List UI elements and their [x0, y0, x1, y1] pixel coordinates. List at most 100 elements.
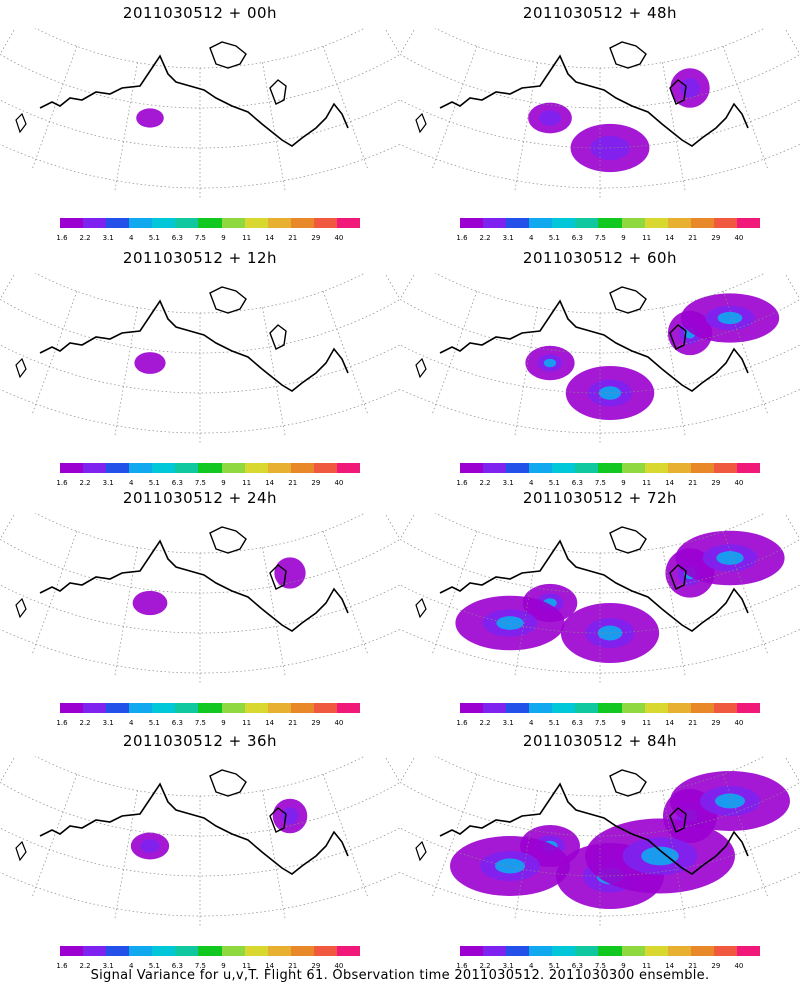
colorbar-swatch [129, 463, 153, 473]
coastline-island [15, 357, 27, 379]
colorbar-swatch [713, 463, 737, 473]
colorbar-swatch [106, 703, 130, 713]
colorbar-tick-label: 2.2 [79, 962, 91, 970]
longitude-line [432, 46, 478, 169]
colorbar-tick-label: 21 [288, 479, 298, 487]
colorbar-swatch [506, 703, 530, 713]
colorbar-tick-label: 11 [242, 479, 252, 487]
colorbar-tick-label: 1.6 [456, 962, 468, 970]
colorbar-swatch [336, 218, 361, 228]
colorbar [60, 463, 361, 473]
panel-title: 2011030512 + 72h [522, 489, 678, 507]
coastline-island [669, 807, 687, 833]
colorbar-tick-label: 29 [311, 479, 321, 487]
longitude-line [0, 513, 16, 541]
colorbar-tick-label: 5.1 [548, 479, 560, 487]
colorbar-tick-label: 11 [242, 234, 252, 242]
coastline [439, 54, 749, 147]
panel-12h: 2011030512 + 12h 1.6 2.2 3.1 4 5.1 6.3 7.5 9 11 1… [0, 245, 400, 490]
colorbar-swatch [736, 463, 761, 473]
colorbar-swatch [598, 218, 622, 228]
colorbar-tick-label: 4 [528, 962, 534, 970]
colorbar-swatch [290, 946, 314, 956]
colorbar-tick-label: 40 [334, 719, 344, 727]
colorbar-tick-label: 1.6 [56, 479, 68, 487]
colorbar-swatch [552, 703, 576, 713]
colorbar-swatch [313, 463, 337, 473]
colorbar-tick-label: 5.1 [548, 719, 560, 727]
colorbar-swatch [152, 463, 176, 473]
coastline-island [269, 807, 287, 833]
colorbar-swatch [713, 946, 737, 956]
longitude-line [114, 307, 138, 436]
colorbar-swatch [106, 946, 130, 956]
colorbar-tick-label: 29 [311, 962, 321, 970]
colorbar-tick-label: 1.6 [456, 719, 468, 727]
colorbar-ticks: 1.6 2.2 3.1 4 5.1 6.3 7.5 9 11 14 21 29 40 [456, 234, 760, 244]
colorbar-swatch [175, 946, 199, 956]
coastline-island [269, 79, 287, 105]
panel-title: 2011030512 + 24h [122, 489, 278, 507]
panel-title: 2011030512 + 84h [522, 732, 678, 750]
coastline [39, 782, 349, 875]
colorbar-tick-label: 4 [528, 234, 534, 242]
longitude-line [0, 756, 16, 784]
colorbar-tick-label: 1.6 [56, 234, 68, 242]
longitude-line [262, 547, 286, 676]
colorbar-tick-label: 2.2 [479, 719, 491, 727]
colorbar-swatch [198, 218, 222, 228]
colorbar-ticks: 1.6 2.2 3.1 4 5.1 6.3 7.5 9 11 14 21 29 40 [56, 234, 360, 244]
colorbar-tick-label: 29 [311, 234, 321, 242]
colorbar-swatch [460, 703, 484, 713]
colorbar-tick-label: 4 [528, 479, 534, 487]
colorbar-swatch [221, 463, 245, 473]
colorbar-tick-label: 29 [711, 719, 721, 727]
longitude-line [262, 62, 286, 191]
coastline-island [209, 41, 247, 69]
longitude-line [722, 46, 768, 169]
variance-region [140, 839, 160, 853]
colorbar-swatch [736, 703, 761, 713]
colorbar-swatch [552, 946, 576, 956]
colorbar-tick-label: 6.3 [171, 234, 183, 242]
colorbar-swatch [244, 703, 268, 713]
coastline-island [415, 112, 427, 134]
colorbar-swatch [152, 218, 176, 228]
colorbar-swatch [221, 703, 245, 713]
colorbar-swatch [244, 218, 268, 228]
coastline-island [415, 597, 427, 619]
colorbar-ticks: 1.6 2.2 3.1 4 5.1 6.3 7.5 9 11 14 21 29 40 [56, 962, 360, 972]
panel-84h: 2011030512 + 84h 1.6 2.2 3.1 4 5.1 6.3 7.5 9 11 1… [400, 728, 800, 973]
panel-title: 2011030512 + 00h [122, 4, 278, 22]
colorbar-swatch [83, 946, 107, 956]
longitude-line [400, 756, 416, 784]
latitude-line [34, 28, 366, 69]
colorbar-tick-label: 4 [528, 719, 534, 727]
longitude-line [262, 307, 286, 436]
colorbar-tick-label: 40 [334, 234, 344, 242]
variance-core [495, 858, 525, 874]
colorbar-swatch [483, 463, 507, 473]
longitude-line [662, 790, 686, 919]
colorbar-tick-label: 7.5 [594, 479, 607, 487]
longitude-line [722, 531, 768, 654]
longitude-line [432, 291, 478, 414]
longitude-line [322, 291, 368, 414]
colorbar-tick-label: 14 [665, 719, 675, 727]
colorbar-tick-label: 11 [642, 234, 652, 242]
variance-map [400, 28, 800, 198]
colorbar-tick-label: 3.1 [502, 234, 514, 242]
colorbar-tick-label: 11 [642, 479, 652, 487]
colorbar-swatch [221, 946, 245, 956]
coastline [39, 54, 349, 147]
colorbar-tick-label: 40 [334, 479, 344, 487]
variance-region [680, 78, 700, 98]
colorbar-swatch [60, 703, 84, 713]
colorbar-swatch [736, 218, 761, 228]
colorbar-swatch [336, 946, 361, 956]
colorbar-tick-label: 40 [334, 962, 344, 970]
colorbar-tick-label: 6.3 [571, 234, 583, 242]
colorbar-swatch [575, 946, 599, 956]
colorbar-swatch [198, 703, 222, 713]
colorbar-swatch [336, 703, 361, 713]
